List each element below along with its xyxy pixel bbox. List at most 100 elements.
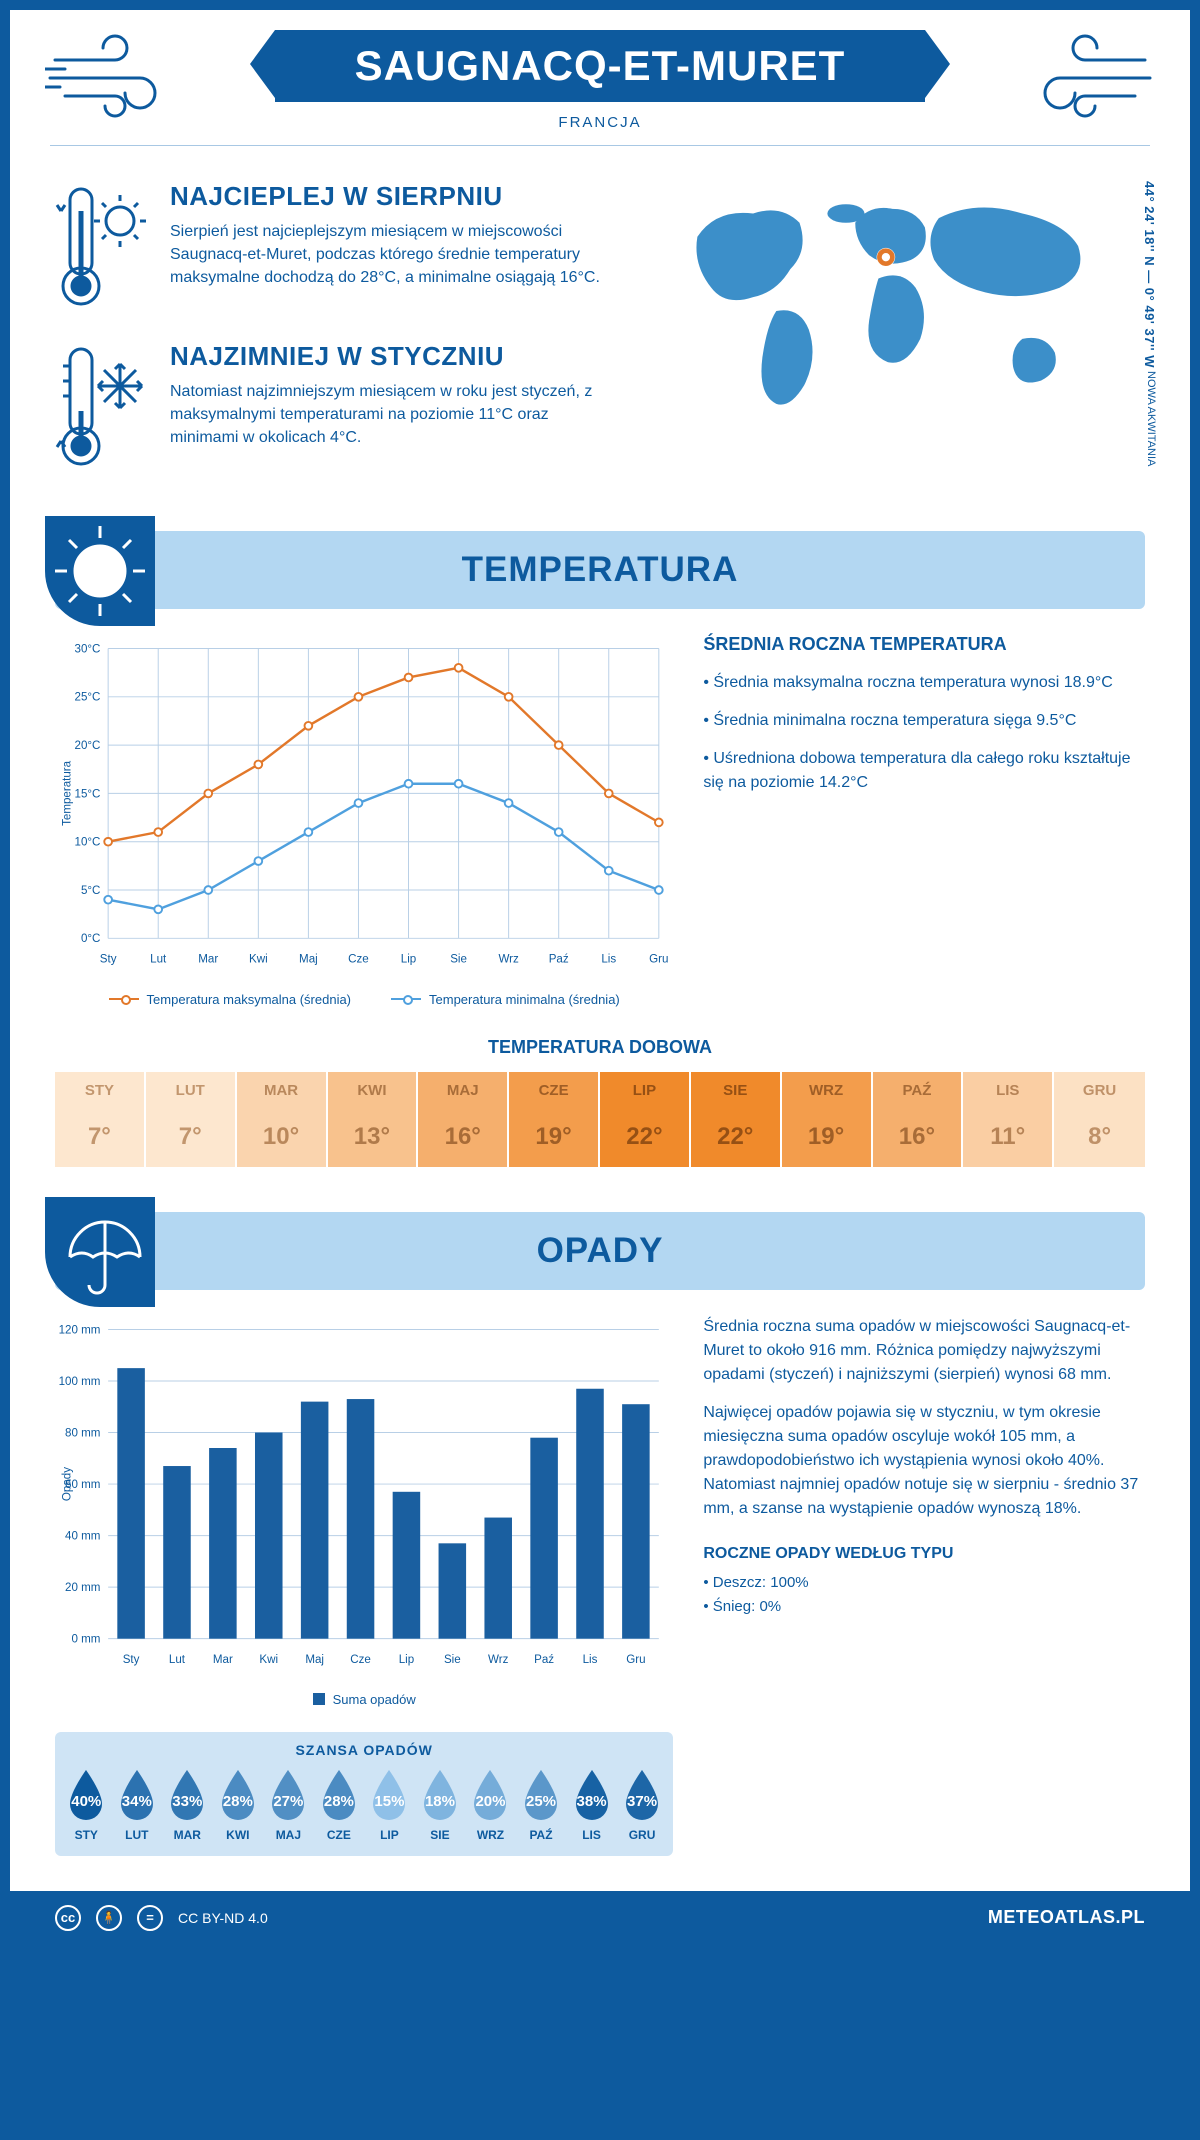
temperature-bullet: • Średnia minimalna roczna temperatura s…: [703, 709, 1145, 733]
daily-temp-title: TEMPERATURA DOBOWA: [10, 1037, 1190, 1058]
svg-text:100 mm: 100 mm: [59, 1376, 101, 1388]
section-header-precipitation: OPADY: [55, 1212, 1145, 1290]
svg-text:Mar: Mar: [198, 953, 218, 965]
svg-text:Maj: Maj: [299, 953, 318, 965]
svg-text:Sie: Sie: [450, 953, 467, 965]
chance-drop: 28% KWI: [215, 1768, 262, 1842]
callout-hottest: NAJCIEPLEJ W SIERPNIU Sierpień jest najc…: [55, 181, 610, 316]
temperature-chart: 0°C5°C10°C15°C20°C25°C30°CStyLutMarKwiMa…: [55, 634, 673, 1007]
site-label: METEOATLAS.PL: [988, 1907, 1145, 1928]
temperature-bullet: • Średnia maksymalna roczna temperatura …: [703, 671, 1145, 695]
svg-text:Sty: Sty: [123, 1654, 140, 1666]
umbrella-icon: [45, 1197, 155, 1307]
svg-text:Lip: Lip: [401, 953, 416, 965]
region-label: NOWA AKWITANIA: [1145, 371, 1157, 466]
svg-text:Lut: Lut: [169, 1654, 186, 1666]
daily-temp-cell: STY 7°: [55, 1072, 146, 1167]
precip-types-title: ROCZNE OPADY WEDŁUG TYPU: [703, 1545, 1145, 1563]
sun-icon: [45, 516, 155, 626]
svg-text:120 mm: 120 mm: [59, 1324, 101, 1336]
svg-text:Cze: Cze: [350, 1654, 371, 1666]
chance-drop: 18% SIE: [417, 1768, 464, 1842]
wind-decoration-left: [45, 30, 185, 125]
svg-text:40 mm: 40 mm: [65, 1530, 100, 1542]
svg-text:30°C: 30°C: [75, 643, 101, 655]
svg-text:Paź: Paź: [549, 953, 569, 965]
svg-text:20 mm: 20 mm: [65, 1582, 100, 1594]
precip-type-item: • Deszcz: 100%: [703, 1571, 1145, 1595]
svg-text:Sie: Sie: [444, 1654, 461, 1666]
svg-text:Lis: Lis: [601, 953, 616, 965]
precip-type-item: • Śnieg: 0%: [703, 1595, 1145, 1619]
precipitation-legend: Suma opadów: [55, 1692, 673, 1707]
section-title-precipitation: OPADY: [537, 1231, 664, 1271]
svg-text:Mar: Mar: [213, 1654, 233, 1666]
callout-hot-title: NAJCIEPLEJ W SIERPNIU: [170, 181, 610, 212]
daily-temp-cell: PAŹ 16°: [873, 1072, 964, 1167]
daily-temp-cell: MAJ 16°: [418, 1072, 509, 1167]
callout-coldest: NAJZIMNIEJ W STYCZNIU Natomiast najzimni…: [55, 341, 610, 476]
by-icon: 🧍: [96, 1905, 122, 1931]
svg-text:15°C: 15°C: [75, 788, 101, 800]
temperature-legend: Temperatura maksymalna (średnia) Tempera…: [55, 992, 673, 1007]
coordinates-label: 44° 24' 18'' N — 0° 49' 37'' W: [1142, 181, 1157, 368]
chance-drop: 37% GRU: [619, 1768, 666, 1842]
chance-drop: 34% LUT: [114, 1768, 161, 1842]
svg-text:Paź: Paź: [534, 1654, 554, 1666]
svg-text:Opady: Opady: [61, 1467, 73, 1501]
precipitation-summary: Średnia roczna suma opadów w miejscowośc…: [703, 1315, 1145, 1856]
chance-drop: 27% MAJ: [265, 1768, 312, 1842]
svg-text:Kwi: Kwi: [249, 953, 268, 965]
svg-text:Lis: Lis: [583, 1654, 598, 1666]
callout-hot-text: Sierpień jest najcieplejszym miesiącem w…: [170, 220, 610, 290]
intro-section: NAJCIEPLEJ W SIERPNIU Sierpień jest najc…: [10, 156, 1190, 511]
legend-min-label: Temperatura minimalna (średnia): [429, 992, 620, 1007]
svg-text:0°C: 0°C: [81, 933, 100, 945]
world-map: 44° 24' 18'' N — 0° 49' 37'' W NOWA AKWI…: [640, 181, 1145, 501]
wind-decoration-right: [1015, 30, 1155, 125]
daily-temp-cell: LIP 22°: [600, 1072, 691, 1167]
header: SAUGNACQ-ET-MURET FRANCJA: [10, 10, 1190, 156]
precip-para-1: Średnia roczna suma opadów w miejscowośc…: [703, 1315, 1145, 1387]
chance-drop: 33% MAR: [164, 1768, 211, 1842]
nd-icon: =: [137, 1905, 163, 1931]
callout-cold-text: Natomiast najzimniejszym miesiącem w rok…: [170, 380, 610, 450]
chance-drop: 28% CZE: [316, 1768, 363, 1842]
svg-text:Lip: Lip: [399, 1654, 414, 1666]
daily-temp-cell: CZE 19°: [509, 1072, 600, 1167]
daily-temp-cell: MAR 10°: [237, 1072, 328, 1167]
svg-text:Wrz: Wrz: [498, 953, 519, 965]
page-subtitle: FRANCJA: [50, 114, 1150, 146]
svg-text:5°C: 5°C: [81, 885, 100, 897]
legend-max-label: Temperatura maksymalna (średnia): [147, 992, 351, 1007]
svg-text:Maj: Maj: [305, 1654, 324, 1666]
daily-temp-cell: SIE 22°: [691, 1072, 782, 1167]
temperature-side-title: ŚREDNIA ROCZNA TEMPERATURA: [703, 634, 1145, 655]
daily-temp-cell: KWI 13°: [328, 1072, 419, 1167]
temperature-bullet: • Uśredniona dobowa temperatura dla całe…: [703, 747, 1145, 795]
thermometer-snowflake-icon: [55, 341, 150, 476]
svg-text:25°C: 25°C: [75, 692, 101, 704]
license-label: CC BY-ND 4.0: [178, 1910, 268, 1926]
chance-title: SZANSA OPADÓW: [63, 1742, 665, 1758]
section-title-temperature: TEMPERATURA: [462, 550, 739, 590]
chance-drop: 40% STY: [63, 1768, 110, 1842]
svg-text:0 mm: 0 mm: [71, 1633, 100, 1645]
daily-temperature-table: STY 7°LUT 7°MAR 10°KWI 13°MAJ 16°CZE 19°…: [55, 1072, 1145, 1167]
daily-temp-cell: GRU 8°: [1054, 1072, 1145, 1167]
daily-temp-cell: LUT 7°: [146, 1072, 237, 1167]
chance-drop: 15% LIP: [366, 1768, 413, 1842]
svg-text:Gru: Gru: [626, 1654, 645, 1666]
svg-text:Cze: Cze: [348, 953, 369, 965]
legend-precip-label: Suma opadów: [333, 1692, 416, 1707]
callout-cold-title: NAJZIMNIEJ W STYCZNIU: [170, 341, 610, 372]
svg-text:Gru: Gru: [649, 953, 668, 965]
temperature-summary: ŚREDNIA ROCZNA TEMPERATURA • Średnia mak…: [703, 634, 1145, 1007]
chance-drop: 25% PAŹ: [518, 1768, 565, 1842]
svg-text:80 mm: 80 mm: [65, 1427, 100, 1439]
svg-text:Kwi: Kwi: [259, 1654, 278, 1666]
cc-icon: cc: [55, 1905, 81, 1931]
svg-text:Lut: Lut: [150, 953, 167, 965]
footer: cc 🧍 = CC BY-ND 4.0 METEOATLAS.PL: [10, 1891, 1190, 1945]
thermometer-sun-icon: [55, 181, 150, 316]
